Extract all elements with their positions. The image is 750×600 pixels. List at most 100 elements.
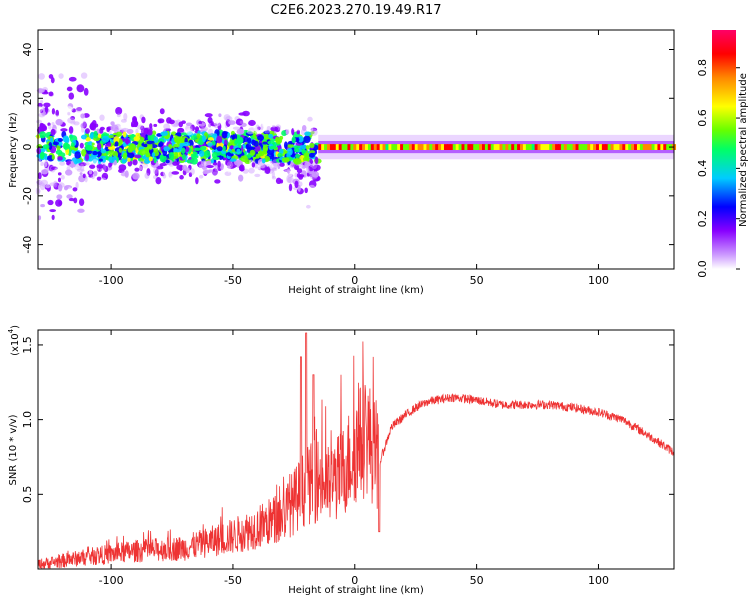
spectrogram-cell: [68, 92, 75, 100]
spectrogram-cell: [57, 160, 63, 167]
spectrogram-cell: [308, 180, 317, 188]
spectrogram-cell: [253, 124, 257, 131]
spectrogram-cell: [100, 148, 107, 154]
spectrogram-cell: [180, 132, 188, 136]
spectrogram-cell: [197, 161, 205, 168]
spectrogram-cell: [253, 140, 259, 147]
spectrogram-cell: [146, 140, 154, 145]
spectrogram-carrier-cell: [604, 144, 609, 150]
spectrogram-cell: [42, 211, 49, 217]
spectrogram-cell: [195, 177, 199, 185]
spectrogram-cell: [291, 128, 295, 136]
spectrogram-cell: [145, 152, 151, 158]
spectrogram-carrier-cell: [619, 144, 624, 150]
spectrogram-cell: [50, 166, 58, 171]
spectrogram-cell: [206, 164, 214, 169]
spectrogram-cell: [36, 147, 41, 155]
spectrogram-cell: [39, 161, 45, 166]
spectrogram-cell: [107, 146, 116, 151]
spectrogram-cell: [41, 125, 48, 132]
spectrogram-cell: [74, 158, 82, 164]
spectrogram-cell: [204, 113, 213, 118]
spectrogram-carrier-cell: [540, 144, 545, 150]
spectrogram-cell: [99, 155, 106, 159]
spectrogram-cell: [287, 167, 291, 174]
spectrogram-carrier-cell: [499, 144, 504, 150]
spectrogram-carrier-cell: [601, 144, 606, 150]
spectrogram-carrier-cell: [490, 144, 495, 150]
spectrogram-carrier-cell: [464, 144, 469, 150]
spectrogram-cell: [310, 130, 315, 135]
spectrogram-carrier-cell: [420, 144, 425, 150]
spectrogram-cell: [37, 102, 43, 108]
spectrogram-cell: [135, 128, 139, 135]
spectrogram-cell: [108, 156, 115, 163]
spectrogram-carrier-cell: [522, 144, 527, 150]
x-tick-label: 100: [588, 574, 609, 587]
spectrogram-carrier-cell: [467, 144, 472, 150]
spectrogram-cell: [62, 142, 70, 150]
spectrogram-cell: [257, 126, 261, 131]
spectrogram-carrier-cell: [429, 144, 434, 150]
spectrogram-cell: [139, 160, 145, 164]
spectrogram-cell: [198, 150, 205, 157]
spectrogram-cell: [298, 135, 304, 143]
spectrogram-cell: [81, 149, 87, 157]
spectrogram-cell: [72, 187, 78, 192]
spectrogram-cell: [246, 153, 252, 159]
spectrogram-cell: [48, 124, 52, 130]
spectrogram-y-ticks: -40 -20 0 20 40: [21, 43, 674, 254]
spectrogram-cell: [90, 132, 95, 138]
spectrogram-cell: [239, 167, 245, 172]
spectrogram-cell: [44, 161, 48, 168]
spectrogram-cell: [79, 172, 83, 176]
spectrogram-carrier-cell: [502, 144, 507, 150]
colorbar-ticks: 0.0 0.2 0.4 0.6 0.8: [696, 59, 740, 278]
spectrogram-cell: [252, 130, 258, 139]
spectrogram-carrier-cell: [511, 144, 516, 150]
spectrogram-cell: [83, 87, 89, 96]
spectrogram-cell: [245, 131, 254, 136]
spectrogram-cell: [66, 86, 73, 92]
spectrogram-cell: [60, 128, 68, 132]
spectrogram-cell: [188, 172, 193, 177]
spectrogram-carrier-cell: [417, 144, 422, 150]
spectrogram-cell: [227, 153, 234, 157]
spectrogram-cell: [83, 190, 88, 198]
spectrogram-cell: [41, 169, 49, 175]
spectrogram-cell: [126, 128, 134, 135]
spectrogram-cell: [99, 126, 105, 131]
spectrogram-cell: [107, 142, 112, 147]
spectrogram-cell: [262, 141, 268, 145]
spectrogram-cell: [132, 116, 137, 122]
spectrogram-cell: [245, 165, 249, 170]
spectrogram-cell: [151, 152, 156, 158]
spectrogram-cell: [155, 176, 162, 185]
spectrogram-cell: [124, 138, 131, 144]
spectrogram-cell: [122, 152, 127, 160]
spectrogram-carrier-cell: [344, 144, 349, 150]
spectrogram-cell: [45, 184, 51, 189]
spectrogram-carrier-cell: [359, 144, 364, 150]
spectrogram-cell: [288, 183, 293, 192]
spectrogram-cell: [182, 142, 191, 147]
spectrogram-cell: [139, 149, 147, 156]
spectrogram-carrier-cell: [487, 144, 492, 150]
spectrogram-cell: [213, 119, 221, 127]
spectrogram-cell: [234, 159, 242, 166]
spectrogram-cell: [185, 122, 193, 127]
spectrogram-carrier-cell: [549, 144, 554, 150]
spectrogram-cell: [158, 119, 162, 124]
spectrogram-cell: [235, 118, 244, 126]
spectrogram-cell: [39, 179, 45, 185]
spectrogram-carrier-cell: [476, 144, 481, 150]
spectrogram-carrier-cell: [581, 144, 586, 150]
spectrogram-cell: [294, 147, 300, 153]
spectrogram-cell: [308, 184, 316, 193]
spectrogram-cell: [120, 118, 127, 123]
spectrogram-cell: [70, 120, 76, 125]
spectrogram-carrier-cell: [648, 144, 653, 150]
x-tick-label: 0: [351, 574, 358, 587]
spectrogram-cell: [80, 72, 88, 79]
spectrogram-cell: [44, 159, 48, 167]
